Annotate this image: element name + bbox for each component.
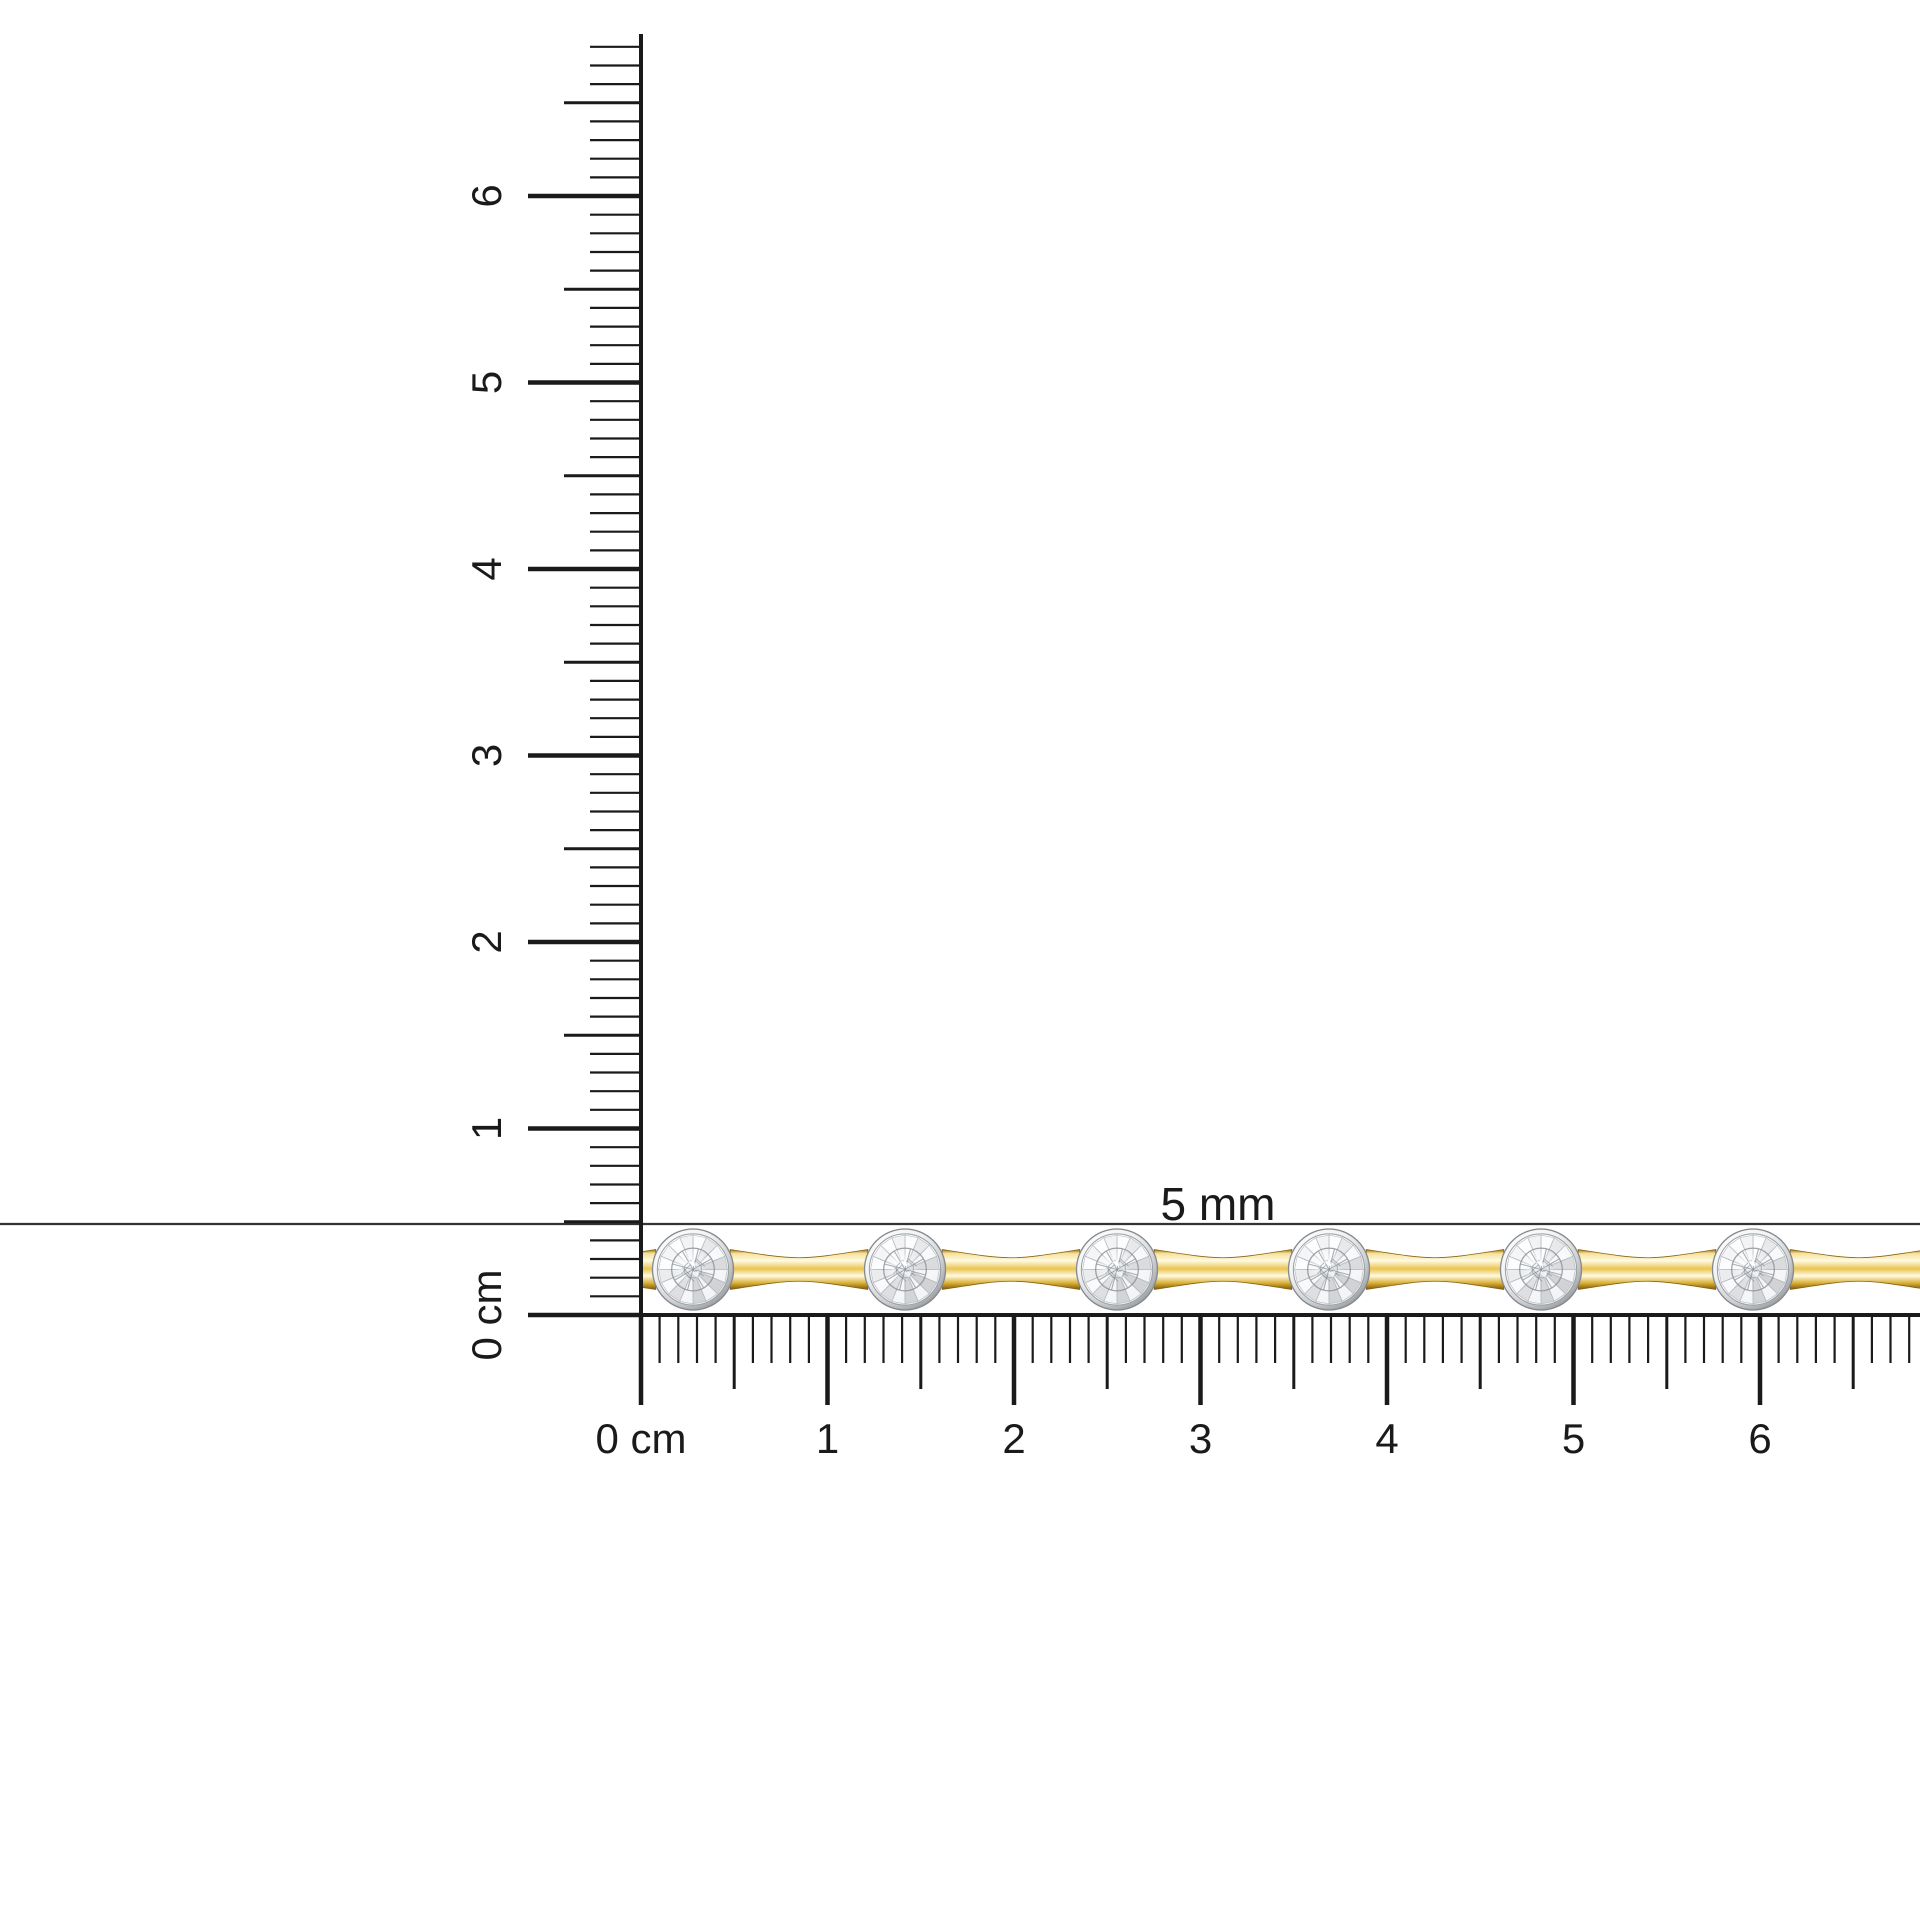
svg-text:1: 1 — [463, 1117, 510, 1140]
svg-text:5: 5 — [463, 371, 510, 394]
svg-text:5: 5 — [1562, 1415, 1585, 1462]
svg-text:3: 3 — [1189, 1415, 1212, 1462]
svg-text:0 cm: 0 cm — [463, 1269, 510, 1360]
svg-text:4: 4 — [1375, 1415, 1398, 1462]
svg-text:1: 1 — [816, 1415, 839, 1462]
svg-text:2: 2 — [463, 930, 510, 953]
svg-text:3: 3 — [463, 744, 510, 767]
svg-text:6: 6 — [1748, 1415, 1771, 1462]
svg-text:2: 2 — [1002, 1415, 1025, 1462]
svg-text:5 mm: 5 mm — [1161, 1178, 1276, 1230]
svg-text:6: 6 — [463, 184, 510, 207]
svg-text:4: 4 — [463, 557, 510, 580]
svg-text:0 cm: 0 cm — [595, 1415, 686, 1462]
